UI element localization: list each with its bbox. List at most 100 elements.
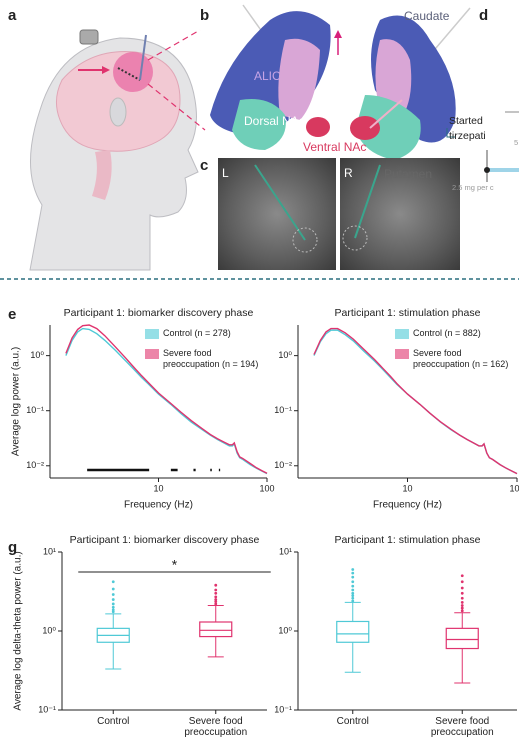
outlier xyxy=(351,596,355,600)
x-tick-label: 10 xyxy=(153,483,163,493)
y-tick-label: 10⁰ xyxy=(30,350,44,360)
y-tick-label: 10⁰ xyxy=(278,625,292,635)
mri-left xyxy=(218,158,336,270)
outlier xyxy=(111,593,115,596)
legend-swatch xyxy=(145,349,159,359)
target-left xyxy=(292,227,318,253)
panel-label: c xyxy=(200,157,208,174)
box xyxy=(445,627,479,650)
outlier xyxy=(214,600,218,604)
brain-label: Ventral NAc xyxy=(303,140,366,154)
lead-right xyxy=(354,164,381,239)
y-tick-label: 10⁰ xyxy=(42,625,56,635)
timeline-tick-label: 5 xyxy=(514,138,518,147)
outlier xyxy=(460,580,464,584)
panel-label: d xyxy=(479,7,488,24)
legend-label: Severe food preoccupation (n = 194) xyxy=(163,348,259,369)
outlier xyxy=(460,606,464,610)
outlier xyxy=(111,580,115,584)
outlier xyxy=(460,591,464,595)
timeline-text: Started xyxy=(449,115,483,127)
outlier xyxy=(460,609,464,613)
outlier xyxy=(460,604,464,607)
significance-label: * xyxy=(172,557,178,573)
outlier xyxy=(351,594,355,598)
timeline-start xyxy=(484,167,490,173)
panel-label: a xyxy=(8,7,17,24)
outlier xyxy=(214,602,218,606)
box xyxy=(336,620,370,643)
y-tick-label: 10⁻¹ xyxy=(26,405,44,415)
outlier xyxy=(111,598,115,601)
x-tick-label: 10 xyxy=(402,483,412,493)
outlier xyxy=(351,584,355,588)
outlier xyxy=(214,583,218,587)
outlier xyxy=(351,571,355,575)
series-line xyxy=(65,324,268,474)
brain-label: ALIC xyxy=(254,69,281,83)
outlier xyxy=(351,599,355,603)
legend-swatch xyxy=(145,329,159,339)
timeline-text: tirzepati xyxy=(449,130,486,142)
outlier xyxy=(460,601,464,604)
x-axis-label: Frequency (Hz) xyxy=(124,500,193,511)
x-tick-label: Severe food preoccupation xyxy=(430,716,494,738)
panel-label: e xyxy=(8,306,16,323)
outlier xyxy=(351,588,355,592)
lead-left xyxy=(254,164,306,241)
legend-label: Control (n = 882) xyxy=(413,328,481,338)
outlier xyxy=(214,598,218,601)
brain-label: Caudate xyxy=(404,9,450,23)
outlier xyxy=(111,587,115,591)
y-tick-label: 10⁻¹ xyxy=(274,405,292,415)
chart-title: Participant 1: biomarker discovery phase xyxy=(70,534,260,546)
legend-swatch xyxy=(395,349,409,359)
y-tick-label: 10¹ xyxy=(279,546,292,556)
outlier xyxy=(351,580,355,584)
outlier xyxy=(214,591,218,595)
y-axis-label: Average log power (a.u.) xyxy=(11,347,22,456)
y-axis-label: Average log delta-theta power (a.u.) xyxy=(13,551,24,710)
legend-label: Control (n = 278) xyxy=(163,328,231,338)
outlier xyxy=(111,608,115,612)
outlier xyxy=(214,595,218,599)
y-tick-label: 10⁻¹ xyxy=(274,704,292,714)
brain-label: Putamen xyxy=(384,167,432,181)
chart-title: Participant 1: stimulation phase xyxy=(335,307,481,319)
chart-title: Participant 1: stimulation phase xyxy=(335,534,481,546)
chart-title: Participant 1: biomarker discovery phase xyxy=(64,307,254,319)
timeline-dose: 2.5 mg per c xyxy=(452,183,494,192)
mri-label: L xyxy=(222,166,229,180)
y-tick-label: 10⁻² xyxy=(26,460,44,470)
brain-render-left xyxy=(210,4,331,150)
x-tick-label: Control xyxy=(97,716,130,727)
mri-label: R xyxy=(344,166,353,180)
outlier xyxy=(351,591,355,595)
series-line xyxy=(313,327,518,475)
mri-right xyxy=(340,158,460,270)
x-tick-label: Severe food preoccupation xyxy=(184,716,248,738)
y-tick-label: 10⁻² xyxy=(274,460,292,470)
outlier xyxy=(111,602,115,606)
box xyxy=(199,621,233,638)
y-tick-label: 10⁰ xyxy=(278,350,292,360)
x-tick-label: 100 xyxy=(259,483,274,493)
y-tick-label: 10¹ xyxy=(43,546,56,556)
legend-label: Severe food preoccupation (n = 162) xyxy=(413,348,509,369)
y-tick-label: 10⁻¹ xyxy=(38,704,56,714)
legend-swatch xyxy=(395,329,409,339)
brain-label: Dorsal NAc xyxy=(244,114,305,128)
panel-label: b xyxy=(200,7,209,24)
series-line xyxy=(65,327,268,475)
head-illustration xyxy=(29,29,206,271)
outlier xyxy=(351,575,355,579)
brain-render-right xyxy=(334,7,471,160)
outlier xyxy=(111,605,115,609)
panel-label: g xyxy=(8,539,17,556)
outlier xyxy=(214,588,218,592)
x-axis-label: Frequency (Hz) xyxy=(373,500,442,511)
outlier xyxy=(460,596,464,600)
x-tick-label: Control xyxy=(336,716,369,727)
